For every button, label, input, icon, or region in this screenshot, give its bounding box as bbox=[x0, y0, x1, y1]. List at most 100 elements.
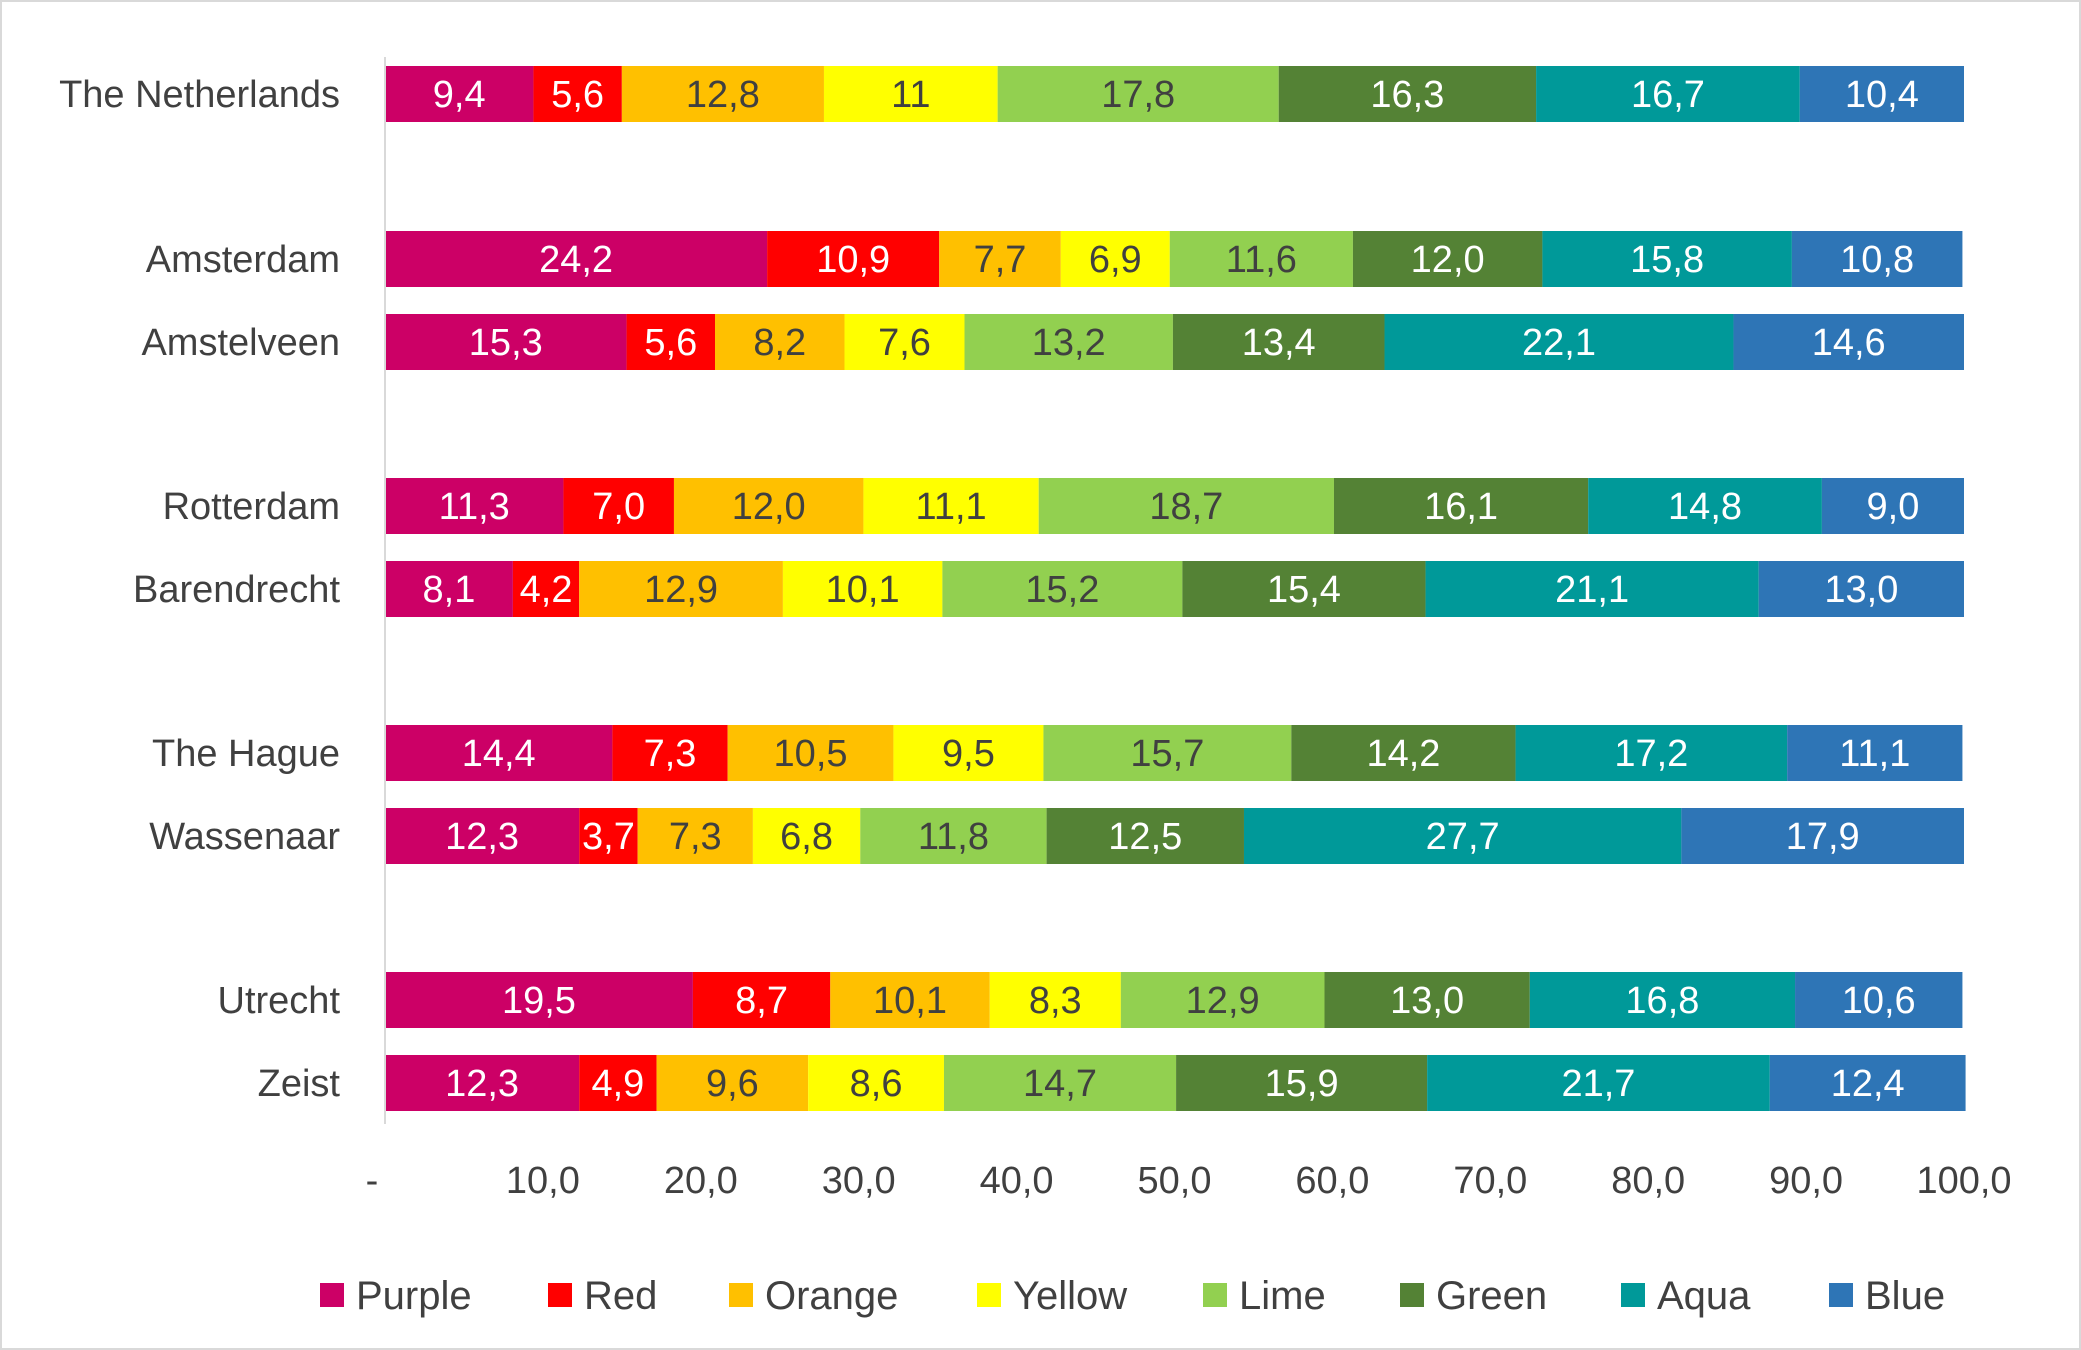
data-label-yellow-2: 6,9 bbox=[1089, 239, 1142, 281]
bar-segment-aqua-8 bbox=[1529, 972, 1796, 1028]
bars-layer: 9,4 5,6 12,8 11 17,8 16,3 16,7 10,4 24,2 10,9 7,7 6… bbox=[385, 66, 1966, 1111]
legend-swatch-green bbox=[1400, 1283, 1424, 1307]
data-label-blue-6: 11,1 bbox=[1839, 733, 1910, 775]
data-label-yellow-7: 6,8 bbox=[780, 816, 833, 858]
legend-label-blue: Blue bbox=[1865, 1274, 1945, 1318]
legend-label-red: Red bbox=[584, 1274, 657, 1318]
category-label: Zeist bbox=[258, 1063, 341, 1105]
data-label-orange-3: 8,2 bbox=[753, 322, 806, 364]
data-label-green-1: 16,3 bbox=[1370, 74, 1444, 116]
bar-segment-yellow-2 bbox=[1060, 231, 1170, 287]
data-label-green-9: 15,9 bbox=[1265, 1063, 1339, 1105]
x-tick-label: 10,0 bbox=[506, 1160, 580, 1202]
bar-segment-orange-6 bbox=[727, 725, 894, 781]
data-label-orange-1: 12,8 bbox=[686, 74, 760, 116]
bar-segment-orange-9 bbox=[656, 1055, 809, 1111]
data-label-lime-5: 15,2 bbox=[1025, 569, 1099, 611]
data-label-purple-3: 15,3 bbox=[469, 322, 543, 364]
data-label-red-9: 4,9 bbox=[591, 1063, 644, 1105]
data-label-lime-7: 11,8 bbox=[918, 816, 989, 858]
data-label-blue-1: 10,4 bbox=[1845, 74, 1919, 116]
data-label-yellow-5: 10,1 bbox=[826, 569, 900, 611]
bar-segment-red-2 bbox=[767, 231, 940, 287]
bar-segment-purple-4 bbox=[385, 478, 564, 534]
bar-segment-yellow-3 bbox=[844, 314, 965, 370]
legend-swatch-lime bbox=[1203, 1283, 1227, 1307]
legend-swatch-blue bbox=[1829, 1283, 1853, 1307]
data-label-aqua-8: 16,8 bbox=[1625, 980, 1699, 1022]
legend: Purple Red Orange Yellow Lime Green Aqua Blue bbox=[320, 1274, 1945, 1318]
x-tick-label: 20,0 bbox=[664, 1160, 738, 1202]
data-label-yellow-9: 8,6 bbox=[850, 1063, 903, 1105]
bar-segment-aqua-3 bbox=[1384, 314, 1734, 370]
data-label-red-4: 7,0 bbox=[592, 486, 645, 528]
bar-segment-lime-5 bbox=[942, 561, 1183, 617]
bar-segment-blue-2 bbox=[1791, 231, 1963, 287]
data-label-green-3: 13,4 bbox=[1242, 322, 1316, 364]
bar-segment-lime-6 bbox=[1043, 725, 1292, 781]
category-label: The Hague bbox=[152, 733, 340, 775]
data-label-aqua-5: 21,1 bbox=[1555, 569, 1629, 611]
data-label-red-7: 3,7 bbox=[582, 816, 635, 858]
bar-segment-yellow-4 bbox=[863, 478, 1039, 534]
category-label: Amsterdam bbox=[146, 239, 340, 281]
data-label-green-7: 12,5 bbox=[1108, 816, 1182, 858]
bar-segment-red-5 bbox=[512, 561, 580, 617]
data-label-orange-8: 10,1 bbox=[873, 980, 947, 1022]
legend-label-green: Green bbox=[1436, 1274, 1547, 1318]
bar-segment-aqua-4 bbox=[1588, 478, 1822, 534]
bar-segment-orange-3 bbox=[715, 314, 845, 370]
category-label: Barendrecht bbox=[133, 569, 340, 611]
bar-segment-lime-3 bbox=[964, 314, 1173, 370]
bar-segment-blue-1 bbox=[1799, 66, 1964, 122]
data-label-green-5: 15,4 bbox=[1267, 569, 1341, 611]
bar-segment-orange-2 bbox=[939, 231, 1061, 287]
bar-segment-aqua-7 bbox=[1243, 808, 1682, 864]
bar-segment-green-9 bbox=[1176, 1055, 1428, 1111]
data-label-aqua-3: 22,1 bbox=[1522, 322, 1596, 364]
category-labels: The Netherlands Amsterdam Amstelveen Rotter… bbox=[59, 74, 340, 1105]
data-label-lime-4: 18,7 bbox=[1149, 486, 1223, 528]
bar-segment-purple-5 bbox=[385, 561, 513, 617]
bar-segment-yellow-1 bbox=[823, 66, 998, 122]
category-label: Amstelveen bbox=[141, 322, 340, 364]
category-label: Rotterdam bbox=[163, 486, 340, 528]
bar-segment-green-2 bbox=[1352, 231, 1543, 287]
data-label-red-8: 8,7 bbox=[735, 980, 788, 1022]
bar-segment-red-4 bbox=[563, 478, 674, 534]
bar-segment-red-3 bbox=[626, 314, 716, 370]
legend-label-orange: Orange bbox=[765, 1274, 898, 1318]
data-label-blue-4: 9,0 bbox=[1867, 486, 1920, 528]
bar-segment-green-6 bbox=[1291, 725, 1516, 781]
bar-segment-green-1 bbox=[1278, 66, 1537, 122]
data-label-purple-1: 9,4 bbox=[433, 74, 486, 116]
data-label-lime-3: 13,2 bbox=[1032, 322, 1106, 364]
data-label-aqua-6: 17,2 bbox=[1614, 733, 1688, 775]
x-tick-label: 100,0 bbox=[1916, 1160, 2011, 1202]
data-label-blue-8: 10,6 bbox=[1842, 980, 1916, 1022]
bar-segment-purple-3 bbox=[385, 314, 627, 370]
bar-segment-lime-7 bbox=[860, 808, 1047, 864]
bar-segment-yellow-5 bbox=[782, 561, 943, 617]
data-label-yellow-1: 11 bbox=[891, 74, 930, 116]
data-label-purple-6: 14,4 bbox=[462, 733, 536, 775]
bar-segment-green-7 bbox=[1046, 808, 1244, 864]
data-label-yellow-6: 9,5 bbox=[942, 733, 995, 775]
data-label-aqua-1: 16,7 bbox=[1631, 74, 1705, 116]
x-tick-label: - bbox=[366, 1160, 379, 1202]
bar-segment-blue-7 bbox=[1681, 808, 1964, 864]
data-label-red-2: 10,9 bbox=[816, 239, 890, 281]
bar-segment-aqua-5 bbox=[1425, 561, 1759, 617]
data-label-aqua-7: 27,7 bbox=[1426, 816, 1500, 858]
bar-segment-red-1 bbox=[533, 66, 622, 122]
data-label-yellow-3: 7,6 bbox=[878, 322, 931, 364]
legend-label-yellow: Yellow bbox=[1013, 1274, 1127, 1318]
data-label-purple-4: 11,3 bbox=[439, 486, 510, 528]
legend-swatch-purple bbox=[320, 1283, 344, 1307]
data-label-orange-6: 10,5 bbox=[774, 733, 848, 775]
bar-segment-blue-9 bbox=[1769, 1055, 1966, 1111]
bar-segment-yellow-8 bbox=[989, 972, 1121, 1028]
data-label-orange-9: 9,6 bbox=[706, 1063, 759, 1105]
data-label-orange-2: 7,7 bbox=[974, 239, 1027, 281]
legend-swatch-yellow bbox=[977, 1283, 1001, 1307]
